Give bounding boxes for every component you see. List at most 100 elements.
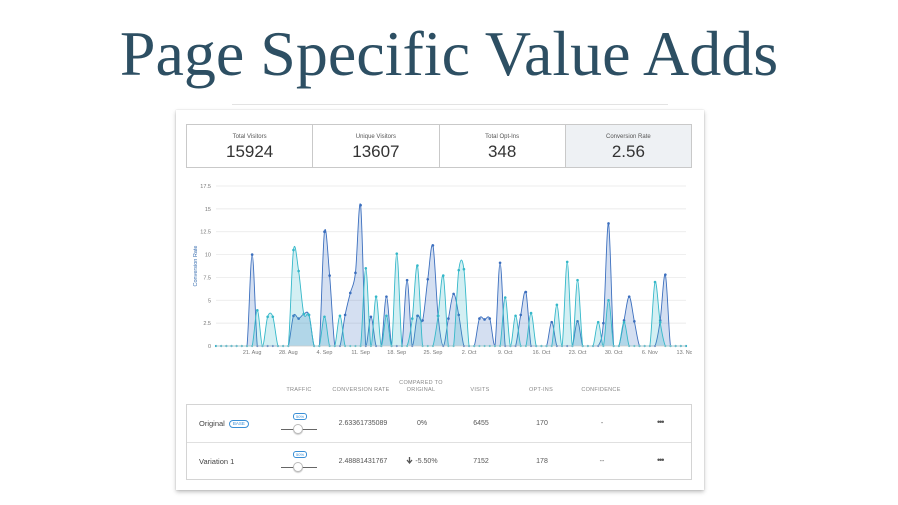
- data-point: [405, 278, 409, 282]
- optins-value: 170: [536, 420, 548, 427]
- data-point: [550, 320, 554, 324]
- data-point: [529, 311, 533, 315]
- data-point: [328, 274, 331, 277]
- stat-total-optins[interactable]: Total Opt-Ins 348: [440, 125, 566, 167]
- stat-unique-visitors[interactable]: Unique Visitors 13607: [313, 125, 440, 167]
- base-badge: BASE: [228, 420, 249, 429]
- y-tick-label: 10: [205, 253, 211, 259]
- table-row-original: Original BASE 50% 2.63361735089 0% 6455 1…: [187, 405, 691, 442]
- confidence-value: -: [600, 420, 604, 427]
- table-row-variation-1: Variation 1 50% 2.48881431767 -5.50% 715…: [187, 442, 691, 480]
- x-tick-label: 25. Sep: [423, 350, 442, 356]
- data-point: [519, 313, 523, 317]
- more-options-icon[interactable]: •••: [657, 455, 665, 465]
- x-tick-label: 30. Oct: [605, 350, 623, 356]
- row-name: Original BASE: [199, 419, 249, 429]
- y-axis-label: Conversion Rate: [193, 246, 199, 287]
- more-options-icon[interactable]: •••: [657, 417, 665, 427]
- stat-value: 2.56: [611, 142, 645, 161]
- variations-table: Original BASE 50% 2.63361735089 0% 6455 1…: [186, 404, 692, 480]
- row-name-label: Original: [199, 419, 225, 428]
- data-point: [622, 320, 626, 324]
- data-point: [596, 320, 600, 324]
- table-header: TRAFFIC CONVERSION RATE COMPARED TO ORIG…: [186, 380, 692, 402]
- data-point: [385, 314, 388, 318]
- slide-title: Page Specific Value Adds: [119, 18, 779, 89]
- data-point: [292, 314, 295, 318]
- data-point: [266, 315, 269, 319]
- data-point: [447, 317, 450, 320]
- title-divider: [232, 104, 668, 105]
- data-point: [607, 222, 610, 225]
- x-tick-label: 4. Sep: [317, 350, 333, 356]
- confidence-value: --: [599, 458, 605, 465]
- data-point: [441, 274, 445, 277]
- arrow-down-icon: [406, 457, 413, 465]
- stat-label: Total Opt-Ins: [485, 134, 520, 140]
- data-point: [457, 313, 461, 317]
- data-point: [369, 315, 373, 319]
- data-point: [364, 266, 368, 270]
- data-point: [633, 320, 636, 323]
- visits-value: 6455: [473, 420, 489, 427]
- x-tick-label: 28. Aug: [279, 350, 298, 356]
- header-confidence: CONFIDENCE: [581, 387, 621, 393]
- header-visits: VISITS: [470, 387, 490, 393]
- x-tick-label: 6. Nov: [642, 350, 658, 356]
- traffic-percent: 50%: [293, 413, 308, 420]
- data-point: [271, 315, 275, 319]
- data-point: [297, 269, 300, 273]
- data-point: [421, 319, 424, 322]
- data-point: [323, 230, 326, 234]
- data-point: [343, 313, 347, 317]
- data-point: [297, 317, 300, 320]
- traffic-slider[interactable]: 50%: [281, 413, 317, 437]
- slider-handle[interactable]: [293, 424, 303, 434]
- data-point: [354, 271, 357, 275]
- stat-label: Unique Visitors: [355, 134, 396, 140]
- data-point: [323, 315, 326, 319]
- y-tick-label: 15: [205, 207, 211, 213]
- header-compared-line2: ORIGINAL: [406, 387, 436, 393]
- data-point: [653, 280, 657, 284]
- data-point: [348, 291, 352, 295]
- data-point: [503, 296, 507, 299]
- y-tick-label: 12.5: [200, 230, 211, 236]
- data-point: [565, 260, 569, 264]
- x-tick-label: 16. Oct: [533, 350, 551, 356]
- data-point: [452, 292, 455, 296]
- data-point: [478, 317, 481, 320]
- x-tick-label: 18. Sep: [387, 350, 406, 356]
- x-tick-label: 2. Oct: [462, 350, 477, 356]
- traffic-slider[interactable]: 50%: [281, 451, 317, 475]
- compared-value: 0%: [416, 420, 428, 427]
- data-point: [292, 248, 295, 252]
- data-point: [658, 320, 662, 324]
- header-traffic: TRAFFIC: [286, 387, 312, 393]
- x-tick-label: 11. Sep: [351, 350, 370, 356]
- stat-total-visitors[interactable]: Total Visitors 15924: [187, 125, 314, 167]
- data-point: [431, 244, 435, 247]
- data-point: [338, 314, 342, 318]
- data-point: [436, 314, 440, 318]
- y-tick-label: 5: [208, 298, 211, 304]
- y-tick-label: 0: [208, 344, 211, 350]
- data-point: [602, 321, 605, 325]
- data-point: [307, 313, 311, 317]
- slider-handle[interactable]: [293, 462, 303, 472]
- y-tick-label: 17.5: [200, 184, 211, 190]
- optins-value: 178: [536, 458, 548, 465]
- header-optins: OPT-INS: [528, 387, 554, 393]
- x-tick-label: 21. Aug: [243, 350, 262, 356]
- data-point: [576, 278, 579, 282]
- row-name-label: Variation 1: [199, 457, 235, 466]
- traffic-percent: 50%: [293, 451, 308, 458]
- conversion-rate-value: 2.63361735089: [338, 420, 388, 427]
- header-conversion-rate: CONVERSION RATE: [332, 387, 390, 393]
- data-point: [374, 295, 378, 298]
- conversion-rate-chart: 0 2.5 5 7.5 10 12.5 15 17.5 Conversion Rate 21. A…: [193, 184, 692, 356]
- data-point: [514, 314, 517, 318]
- compared-value: -5.50%: [397, 457, 447, 466]
- stat-conversion-rate[interactable]: Conversion Rate 2.56: [565, 125, 691, 167]
- data-point: [302, 312, 306, 316]
